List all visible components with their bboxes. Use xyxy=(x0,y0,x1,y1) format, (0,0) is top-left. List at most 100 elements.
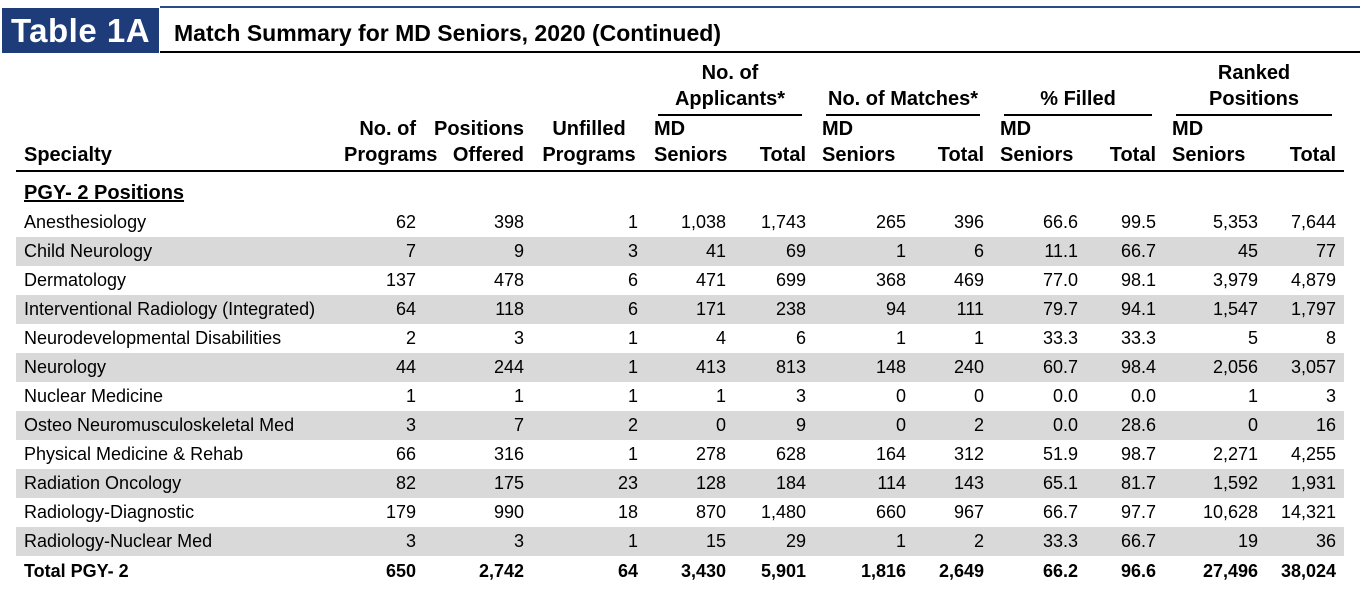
cell-match-total: 240 xyxy=(914,353,993,382)
cell-app-total: 184 xyxy=(734,469,815,498)
cell-fill-md: 11.1 xyxy=(992,237,1087,266)
cell-programs: 66 xyxy=(395,444,416,464)
cell-app-md: 41 xyxy=(646,237,734,266)
cell-app-total: 1,743 xyxy=(760,212,807,232)
table-title: Match Summary for MD Seniors, 2020 (Cont… xyxy=(174,20,721,46)
cell-rank-md: 1 xyxy=(1248,386,1259,406)
cell-rank-md: 5 xyxy=(1248,328,1259,348)
cell-programs: 650 xyxy=(385,560,416,581)
cell-fill-total: 33.3 xyxy=(1120,328,1157,348)
cell-rank-total: 16 xyxy=(1266,411,1345,440)
table-row: Osteo Neuromusculoskeletal Med 3 7 2 0 9 0 2 0.0… xyxy=(16,411,1345,440)
table-row: Nuclear Medicine 1 1 1 1 3 0 0 0.0 0.0 1 3 xyxy=(16,382,1344,411)
title-rule xyxy=(160,51,1360,53)
applicants-total-header: Total xyxy=(734,116,815,172)
cell-match-md: 1,816 xyxy=(860,560,907,581)
cell-unfilled: 6 xyxy=(627,270,638,290)
cell-unfilled: 23 xyxy=(532,469,646,498)
cell-programs: 1 xyxy=(405,386,416,406)
table-row: Neurology 44 244 1 413 813 148 240 60.7 98.4 2,056… xyxy=(16,353,1345,382)
cell-rank-total: 14,321 xyxy=(1280,502,1337,522)
table-row: Radiology-Diagnostic 179 990 18 870 1,480 660 9… xyxy=(16,498,1344,527)
cell-rank-md: 5,353 xyxy=(1212,212,1259,232)
cell-rank-total: 1,797 xyxy=(1266,295,1345,324)
cell-positions: 1 xyxy=(513,386,524,406)
cell-unfilled: 1 xyxy=(627,328,638,348)
cell-app-total: 628 xyxy=(775,444,807,464)
cell-specialty: Child Neurology xyxy=(16,237,336,266)
cell-unfilled: 1 xyxy=(627,386,638,406)
positions-header: Positions Offered xyxy=(424,116,532,172)
cell-specialty: Interventional Radiology (Integrated) xyxy=(16,295,336,324)
cell-specialty: Radiation Oncology xyxy=(16,469,336,498)
cell-match-total: 396 xyxy=(953,212,985,232)
cell-positions: 7 xyxy=(424,411,532,440)
table-header: Table 1A Match Summary for MD Seniors, 2… xyxy=(0,0,1362,56)
cell-fill-total: 94.1 xyxy=(1086,295,1165,324)
cell-match-total: 111 xyxy=(914,295,993,324)
cell-fill-total: 28.6 xyxy=(1086,411,1165,440)
filled-total-header: Total xyxy=(1086,116,1165,172)
cell-fill-md: 51.9 xyxy=(1042,444,1079,464)
cell-app-md: 1 xyxy=(715,386,726,406)
cell-app-total: 6 xyxy=(796,328,807,348)
cell-rank-total: 3 xyxy=(1326,386,1337,406)
unfilled-header: Unfilled Programs xyxy=(532,116,646,172)
cell-match-md: 148 xyxy=(814,353,915,382)
cell-fill-md: 65.1 xyxy=(992,469,1087,498)
cell-programs: 137 xyxy=(385,270,416,290)
cell-match-total: 2,649 xyxy=(938,560,985,581)
cell-fill-md: 0.0 xyxy=(1052,386,1079,406)
cell-fill-md: 33.3 xyxy=(992,527,1087,556)
cell-match-total: 1 xyxy=(974,328,985,348)
cell-fill-total: 99.5 xyxy=(1120,212,1157,232)
cell-positions: 244 xyxy=(424,353,532,382)
cell-app-md: 15 xyxy=(646,527,734,556)
cell-positions: 3 xyxy=(424,527,532,556)
cell-match-md: 368 xyxy=(875,270,907,290)
cell-match-md: 1 xyxy=(896,328,907,348)
cell-fill-total: 66.7 xyxy=(1086,237,1165,266)
cell-rank-total: 36 xyxy=(1266,527,1345,556)
top-rule xyxy=(160,6,1360,8)
cell-programs: 82 xyxy=(336,469,424,498)
cell-rank-md: 1,592 xyxy=(1164,469,1267,498)
section-title: PGY- 2 Positions xyxy=(24,181,185,204)
applicants-md-header: MD Seniors xyxy=(646,116,734,172)
cell-unfilled: 2 xyxy=(532,411,646,440)
cell-fill-total: 98.7 xyxy=(1120,444,1157,464)
cell-app-total: 5,901 xyxy=(760,560,807,581)
cell-app-total: 29 xyxy=(734,527,815,556)
cell-match-md: 660 xyxy=(875,502,907,522)
cell-specialty: Dermatology xyxy=(24,270,127,290)
cell-rank-total: 1,931 xyxy=(1266,469,1345,498)
cell-app-md: 413 xyxy=(646,353,734,382)
matches-group-header: No. of Matches* xyxy=(814,56,992,116)
cell-specialty: Osteo Neuromusculoskeletal Med xyxy=(16,411,336,440)
cell-match-md: 0 xyxy=(896,386,907,406)
ranked-md-header: MD Seniors xyxy=(1164,116,1267,172)
matches-total-header: Total xyxy=(914,116,993,172)
cell-match-md: 0 xyxy=(814,411,915,440)
cell-app-md: 870 xyxy=(695,502,726,522)
cell-specialty: Nuclear Medicine xyxy=(24,386,164,406)
cell-rank-total: 77 xyxy=(1266,237,1345,266)
cell-positions: 990 xyxy=(493,502,524,522)
cell-specialty: Anesthesiology xyxy=(24,212,147,232)
cell-specialty: Neurodevelopmental Disabilities xyxy=(24,328,282,348)
cell-app-md: 171 xyxy=(646,295,734,324)
table-row: Dermatology 137 478 6 471 699 368 469 77.0 98.1 3,… xyxy=(16,266,1344,295)
ranked-group-header: Ranked Positions xyxy=(1164,56,1344,116)
cell-specialty: Neurology xyxy=(16,353,336,382)
filled-group-header: % Filled xyxy=(992,56,1164,116)
cell-match-md: 1 xyxy=(814,237,915,266)
table-row: Anesthesiology 62 398 1 1,038 1,743 265 396 66.6… xyxy=(16,208,1344,237)
matches-md-header: MD Seniors xyxy=(814,116,915,172)
cell-rank-total: 38,024 xyxy=(1280,560,1337,581)
cell-app-total: 69 xyxy=(734,237,815,266)
cell-match-md: 94 xyxy=(814,295,915,324)
cell-rank-md: 27,496 xyxy=(1202,560,1259,581)
cell-specialty: Total PGY- 2 xyxy=(24,560,129,581)
match-summary-table: No. of Applicants* No. of Matches* % Fil… xyxy=(16,56,1345,586)
cell-match-md: 164 xyxy=(875,444,907,464)
